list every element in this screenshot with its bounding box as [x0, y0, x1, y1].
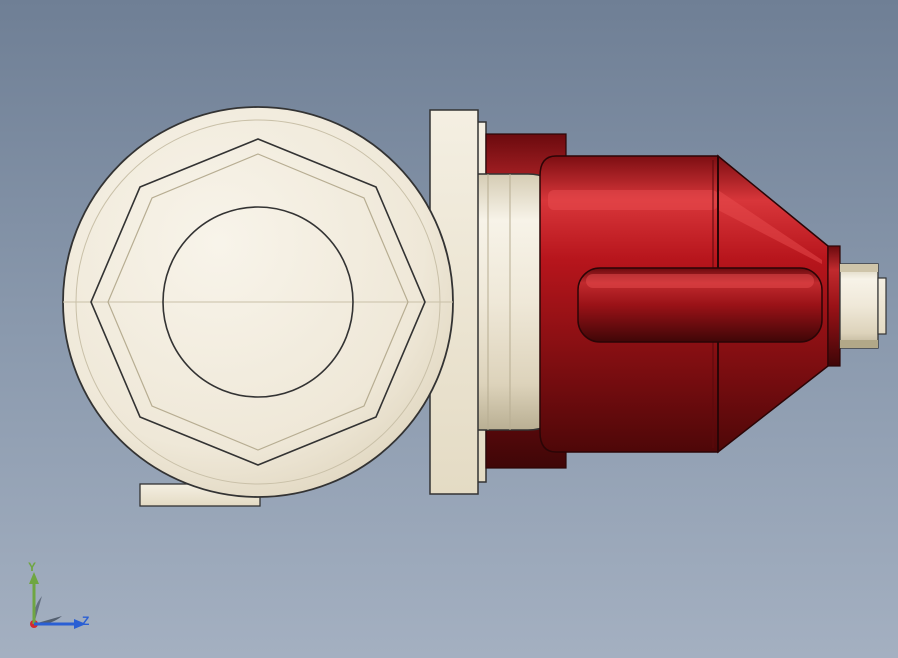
cad-model[interactable] — [58, 82, 888, 522]
triad-svg — [14, 564, 94, 644]
y-axis-label: Y — [28, 560, 36, 574]
cad-viewport[interactable]: Y Z — [0, 0, 898, 658]
nozzle-tip — [878, 278, 886, 334]
z-axis-label: Z — [82, 614, 89, 628]
red-front-ring — [828, 246, 840, 366]
axis-triad: Y Z — [14, 564, 94, 644]
nozzle-hex — [840, 264, 878, 348]
model-svg — [58, 82, 888, 522]
